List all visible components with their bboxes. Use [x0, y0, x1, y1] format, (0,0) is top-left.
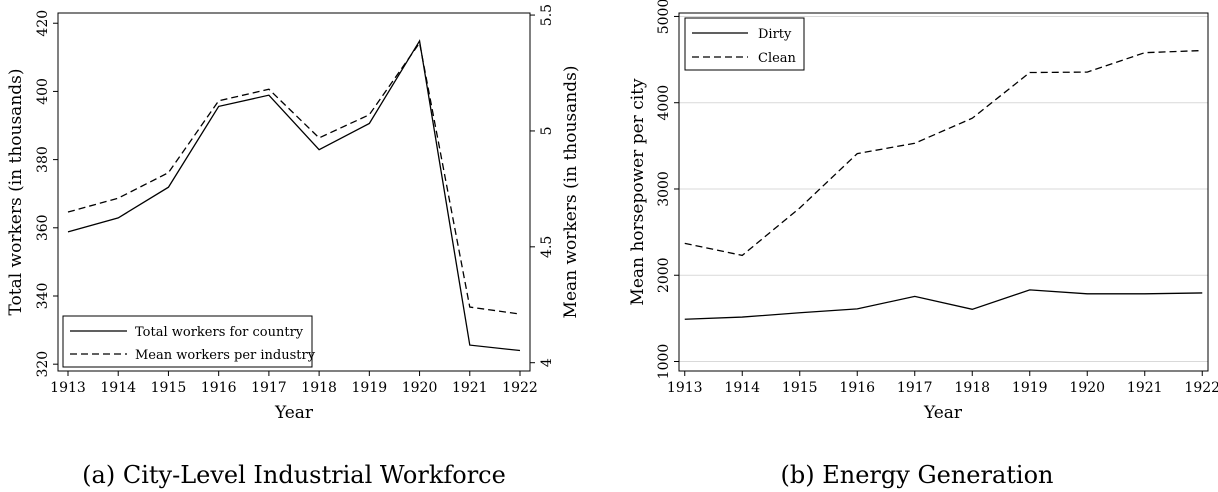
panel-b-y-tick-label: 4000	[656, 85, 672, 121]
panel-b-series-lines	[684, 49, 1203, 320]
panel-a-series-line-total	[67, 39, 521, 352]
panel-b-x-tick-label: 1917	[897, 380, 933, 396]
panel-b-gridlines	[679, 15, 1208, 363]
panel-a-x-tick-label: 1918	[301, 380, 337, 396]
panel-b-energy-chart: 1913 1914 1915 1916 1917 1918 1919 1920 1921 1922…	[628, 0, 1218, 423]
panel-b-legend: Dirty Clean	[684, 17, 805, 71]
panel-b-series-line-clean	[684, 49, 1203, 257]
panel-b-x-tick-label: 1915	[782, 380, 818, 396]
panel-a-x-tick-label: 1916	[201, 380, 237, 396]
panel-a-x-tick-label: 1920	[402, 380, 438, 396]
panel-b-y-tick-label: 1000	[656, 344, 672, 380]
panel-a-right-y-tick-label: 4.5	[539, 236, 555, 258]
panel-a-legend: Total workers for country Mean workers p…	[62, 315, 316, 368]
panel-a-legend-label-mean: Mean workers per industry	[135, 348, 316, 363]
panel-b-x-tick-label: 1922	[1184, 380, 1218, 396]
panel-b-legend-label-dirty: Dirty	[758, 27, 792, 42]
panel-a-left-y-tick-label: 420	[35, 10, 51, 37]
panel-a-x-tick-label: 1913	[50, 380, 86, 396]
panel-b-x-axis-label: Year	[923, 403, 963, 423]
panel-b-x-tick-label: 1920	[1069, 380, 1105, 396]
panel-a-x-tick-label: 1921	[452, 380, 488, 396]
panel-a-x-tick-label: 1917	[251, 380, 287, 396]
panel-b-x-tick-label: 1916	[839, 380, 875, 396]
panel-b-series-line-dirty	[684, 289, 1203, 320]
panel-a-legend-box	[62, 315, 313, 368]
panel-a-caption: (a) City-Level Industrial Workforce	[82, 461, 506, 489]
panel-a-series-lines	[67, 39, 521, 352]
panel-b-x-tick-label: 1913	[667, 380, 703, 396]
panel-b-y-tick-label: 5000	[656, 0, 672, 34]
panel-a-legend-label-total: Total workers for country	[135, 325, 304, 340]
panel-a-x-tick-label: 1922	[502, 380, 538, 396]
panel-a-series-line-mean	[67, 41, 521, 315]
panel-b-legend-box	[684, 17, 805, 71]
panel-b-y-tick-label: 3000	[656, 171, 672, 207]
panel-b-legend-label-clean: Clean	[758, 51, 797, 66]
panel-b-x-tick-label: 1914	[724, 380, 760, 396]
panel-b-caption: (b) Energy Generation	[781, 461, 1054, 489]
panel-a-x-ticks: 1913 1914 1915 1916 1917 1918 1919 1920 1921 1922	[50, 371, 538, 396]
panel-b-y-tick-label: 2000	[656, 257, 672, 293]
panel-a-x-tick-label: 1915	[151, 380, 187, 396]
panel-b-x-tick-label: 1919	[1012, 380, 1048, 396]
panel-a-left-y-tick-label: 400	[35, 78, 51, 105]
panel-a-x-tick-label: 1914	[100, 380, 136, 396]
panel-a-right-y-tick-label: 5.5	[539, 4, 555, 26]
panel-a-right-y-ticks: 4 4.5 5 5.5	[530, 4, 555, 367]
panel-a-left-y-tick-label: 340	[35, 283, 51, 310]
panel-b-x-tick-label: 1918	[954, 380, 990, 396]
panel-a-y-axis-label: Total workers (in thousands)	[6, 68, 26, 315]
panel-a-left-y-tick-label: 320	[35, 351, 51, 378]
panel-b-x-ticks: 1913 1914 1915 1916 1917 1918 1919 1920 1921 1922	[667, 371, 1218, 396]
panel-b-x-tick-label: 1921	[1127, 380, 1163, 396]
panel-a-workforce-chart: 1913 1914 1915 1916 1917 1918 1919 1920 1921 1922…	[6, 4, 581, 423]
panel-a-right-y-tick-label: 4	[539, 358, 555, 367]
panel-a-x-tick-label: 1919	[352, 380, 388, 396]
panel-a-left-y-tick-label: 360	[35, 214, 51, 241]
panel-a-left-y-tick-label: 380	[35, 146, 51, 173]
panel-a-plot-frame	[57, 12, 531, 372]
panel-b-y-ticks: 1000 2000 3000 4000 5000	[656, 0, 679, 379]
panel-a-x-axis-label: Year	[274, 403, 314, 423]
panel-a-left-y-ticks: 320 340 360 380 400 420	[35, 10, 58, 378]
panel-a-y2-axis-label: Mean workers (in thousands)	[561, 66, 581, 319]
panel-a-right-y-tick-label: 5	[539, 126, 555, 135]
panel-b-y-axis-label: Mean horsepower per city	[628, 78, 648, 306]
panel-b-plot-frame	[678, 12, 1209, 372]
